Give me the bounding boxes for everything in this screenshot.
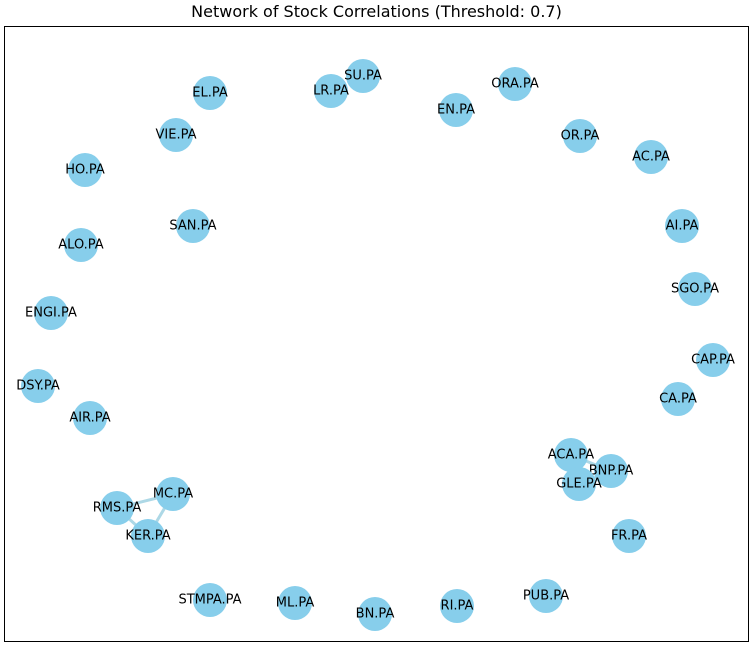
node-label: EN.PA: [437, 103, 475, 118]
node-STMPA.PA: STMPA.PA: [178, 583, 242, 617]
node-label: VIE.PA: [156, 128, 197, 143]
node-circle: [634, 140, 668, 174]
node-ENGI.PA: ENGI.PA: [25, 296, 77, 330]
node-SAN.PA: SAN.PA: [169, 209, 217, 243]
node-circle: [346, 59, 380, 93]
node-circle: [21, 369, 55, 403]
node-label: ML.PA: [276, 596, 315, 611]
node-label: AI.PA: [666, 219, 699, 234]
node-label: EL.PA: [192, 86, 228, 101]
node-label: ACA.PA: [548, 448, 595, 463]
node-VIE.PA: VIE.PA: [156, 118, 197, 152]
node-label: RI.PA: [441, 599, 474, 614]
node-circle: [665, 209, 699, 243]
node-BN.PA: BN.PA: [356, 597, 395, 631]
node-circle: [439, 93, 473, 127]
node-label: FR.PA: [611, 529, 647, 544]
node-circle: [159, 118, 193, 152]
node-circle: [678, 272, 712, 306]
node-GLE.PA: GLE.PA: [556, 467, 602, 501]
node-circle: [498, 67, 532, 101]
node-BNP.PA: BNP.PA: [589, 454, 634, 488]
node-circle: [554, 438, 588, 472]
node-label: ORA.PA: [491, 77, 539, 92]
node-label: CAP.PA: [691, 353, 735, 368]
node-RMS.PA: RMS.PA: [93, 491, 142, 525]
node-circle: [193, 583, 227, 617]
node-label: SAN.PA: [169, 219, 216, 234]
node-label: SU.PA: [344, 69, 382, 84]
node-label: BN.PA: [356, 607, 395, 622]
node-circle: [612, 519, 646, 553]
node-circle: [358, 597, 392, 631]
node-label: AIR.PA: [69, 411, 110, 426]
node-FR.PA: FR.PA: [611, 519, 647, 553]
node-label: DSY.PA: [16, 379, 60, 394]
node-circle: [529, 579, 563, 613]
node-label: KER.PA: [125, 529, 170, 544]
node-CAP.PA: CAP.PA: [691, 343, 735, 377]
node-OR.PA: OR.PA: [561, 119, 600, 153]
node-circle: [563, 119, 597, 153]
chart-title: Network of Stock Correlations (Threshold…: [191, 2, 562, 21]
node-label: ENGI.PA: [25, 306, 77, 321]
node-circle: [193, 76, 227, 110]
node-label: BNP.PA: [589, 464, 634, 479]
node-label: RMS.PA: [93, 501, 142, 516]
node-label: MC.PA: [153, 487, 193, 502]
node-circle: [73, 401, 107, 435]
node-label: AC.PA: [632, 150, 670, 165]
node-label: SGO.PA: [671, 282, 719, 297]
node-ALO.PA: ALO.PA: [58, 228, 104, 262]
node-LR.PA: LR.PA: [313, 74, 349, 108]
node-AC.PA: AC.PA: [632, 140, 670, 174]
node-KER.PA: KER.PA: [125, 519, 171, 553]
node-circle: [64, 228, 98, 262]
node-SU.PA: SU.PA: [344, 59, 382, 93]
node-label: CA.PA: [659, 392, 697, 407]
node-circle: [68, 153, 102, 187]
node-ML.PA: ML.PA: [276, 586, 315, 620]
node-label: HO.PA: [65, 163, 105, 178]
node-label: GLE.PA: [556, 477, 602, 492]
node-label: LR.PA: [313, 84, 349, 99]
node-RI.PA: RI.PA: [440, 589, 474, 623]
node-circle: [156, 477, 190, 511]
node-circle: [594, 454, 628, 488]
node-circle: [661, 382, 695, 416]
plot-frame: [4, 26, 749, 642]
node-circle: [440, 589, 474, 623]
node-circle: [176, 209, 210, 243]
node-PUB.PA: PUB.PA: [523, 579, 569, 613]
node-label: STMPA.PA: [178, 593, 241, 608]
node-HO.PA: HO.PA: [65, 153, 105, 187]
node-EN.PA: EN.PA: [437, 93, 475, 127]
node-DSY.PA: DSY.PA: [16, 369, 60, 403]
node-circle: [696, 343, 730, 377]
node-EL.PA: EL.PA: [192, 76, 228, 110]
node-label: OR.PA: [561, 129, 600, 144]
node-AI.PA: AI.PA: [665, 209, 699, 243]
node-SGO.PA: SGO.PA: [671, 272, 719, 306]
node-ORA.PA: ORA.PA: [491, 67, 539, 101]
node-circle: [131, 519, 165, 553]
node-circle: [100, 491, 134, 525]
node-circle: [34, 296, 68, 330]
node-label: ALO.PA: [58, 238, 104, 253]
node-ACA.PA: ACA.PA: [548, 438, 595, 472]
node-MC.PA: MC.PA: [153, 477, 193, 511]
node-CA.PA: CA.PA: [659, 382, 697, 416]
node-label: PUB.PA: [523, 589, 569, 604]
node-circle: [314, 74, 348, 108]
node-circle: [562, 467, 596, 501]
node-circle: [278, 586, 312, 620]
node-AIR.PA: AIR.PA: [69, 401, 111, 435]
